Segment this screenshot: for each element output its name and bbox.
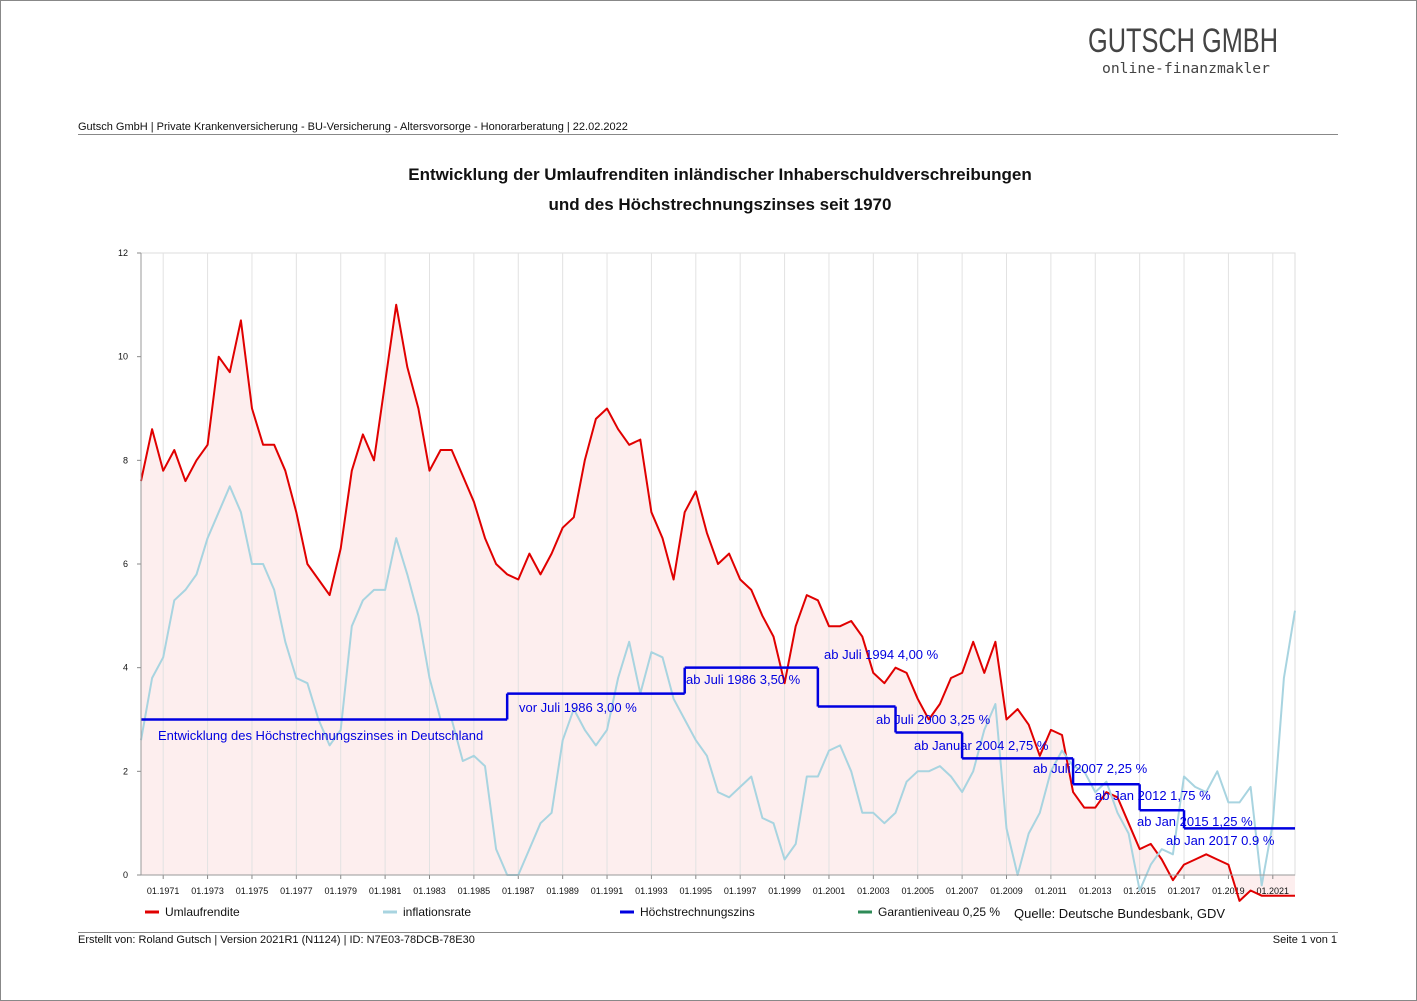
y-tick-label: 6 (123, 559, 128, 569)
legend-label: Umlaufrendite (165, 905, 240, 919)
annotation: ab Jan 2017 0.9 % (1166, 833, 1275, 848)
annotation: Entwicklung des Höchstrechnungszinses in… (158, 728, 483, 743)
x-tick-label: 01.2021 (1257, 886, 1290, 896)
footer-right: Seite 1 von 1 (1273, 934, 1337, 946)
annotation: vor Juli 1986 3,00 % (519, 700, 637, 715)
x-tick-label: 01.1997 (724, 886, 757, 896)
annotation: ab Juli 1994 4,00 % (824, 647, 939, 662)
y-tick-label: 4 (123, 663, 128, 673)
x-tick-label: 01.1987 (502, 886, 535, 896)
x-tick-label: 01.2011 (1035, 886, 1067, 896)
logo-sub: online-finanzmakler (1102, 61, 1270, 77)
x-tick-label: 01.1985 (458, 886, 491, 896)
x-tick-label: 01.2005 (901, 886, 934, 896)
annotation: ab Jan 2015 1,25 % (1137, 814, 1253, 829)
x-tick-label: 01.1981 (369, 886, 402, 896)
legend-label: Garantieniveau 0,25 % (878, 905, 1000, 919)
x-tick-label: 01.1989 (546, 886, 579, 896)
x-tick-label: 01.1977 (280, 886, 313, 896)
chart-title: Entwicklung der Umlaufrenditen inländisc… (408, 165, 1031, 184)
line (140, 303, 1295, 902)
annotation: ab Juli 2007 2,25 % (1033, 761, 1148, 776)
annotation: ab Januar 2004 2,75 % (914, 738, 1049, 753)
y-tick-label: 0 (123, 870, 128, 880)
x-tick-label: 01.2003 (857, 886, 890, 896)
x-tick-label: 01.2007 (946, 886, 979, 896)
x-tick-label: 01.1975 (236, 886, 269, 896)
plot-area: 01.1971 01.1973 01.1975 01.1977 01.1979 01.19… (118, 248, 1296, 902)
x-tick-label: 01.2009 (990, 886, 1023, 896)
annotation: ab Juli 2000 3,25 % (876, 712, 991, 727)
x-tick-label: 01.1999 (768, 886, 801, 896)
y-tick-label: 10 (118, 352, 128, 362)
header-text: Gutsch GmbH | Private Krankenversicherun… (78, 121, 628, 133)
annotation: ab Juli 1986 3,50 % (686, 672, 801, 687)
annotation: ab Jan 2012 1,75 % (1095, 788, 1211, 803)
source: Quelle: Deutsche Bundesbank, GDV (1014, 906, 1225, 921)
y-tick-label: 8 (123, 455, 128, 465)
x-tick-label: 01.1993 (635, 886, 668, 896)
x-tick-label: 01.2019 (1212, 886, 1245, 896)
y-tick-label: 2 (123, 766, 128, 776)
logo: GUTSCH GMBH (1088, 22, 1278, 60)
x-tick-label: 01.1973 (191, 886, 224, 896)
legend-label: Höchstrechnungszins (640, 905, 755, 919)
x-tick-label: 01.2001 (813, 886, 846, 896)
x-tick-label: 01.2013 (1079, 886, 1112, 896)
footer-left: Erstellt von: Roland Gutsch | Version 20… (78, 934, 475, 946)
x-tick-label: 01.2017 (1168, 886, 1201, 896)
y-tick-label: 12 (118, 248, 128, 258)
chart-title: und des Höchstrechnungszinses seit 1970 (549, 195, 892, 214)
x-tick-label: 01.1991 (591, 886, 624, 896)
x-tick-label: 01.1983 (413, 886, 446, 896)
legend-label: inflationsrate (403, 905, 471, 919)
x-tick-label: 01.1979 (324, 886, 357, 896)
x-tick-label: 01.1971 (147, 886, 180, 896)
x-tick-label: 01.1995 (680, 886, 713, 896)
